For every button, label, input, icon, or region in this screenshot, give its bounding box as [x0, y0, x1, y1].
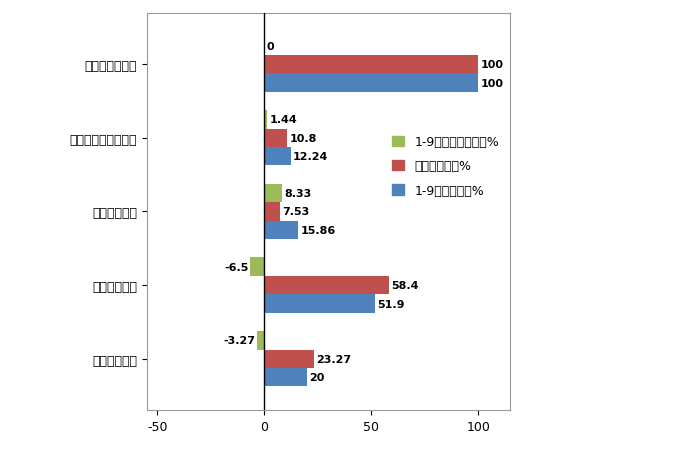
Bar — [264, 129, 287, 147]
Bar — [264, 111, 268, 129]
Bar — [264, 368, 307, 387]
Text: 7.53: 7.53 — [282, 207, 310, 217]
Text: 1.44: 1.44 — [270, 115, 297, 125]
Legend: 1-9月占比同比增减%, 去年同期占比%, 1-9月累计占比%: 1-9月占比同比增减%, 去年同期占比%, 1-9月累计占比% — [387, 131, 504, 202]
Bar — [264, 203, 280, 221]
Bar — [264, 276, 389, 295]
Text: 100: 100 — [480, 60, 503, 70]
Text: 8.33: 8.33 — [284, 189, 312, 198]
Text: 15.86: 15.86 — [301, 226, 336, 235]
Text: 10.8: 10.8 — [289, 133, 317, 143]
Text: -6.5: -6.5 — [224, 262, 248, 272]
Text: 23.27: 23.27 — [316, 354, 352, 364]
Text: 12.24: 12.24 — [293, 152, 328, 162]
Bar — [264, 184, 282, 203]
Bar — [264, 221, 298, 239]
Bar — [264, 295, 375, 313]
Bar — [264, 350, 314, 368]
Text: 0: 0 — [266, 41, 274, 51]
Bar — [250, 258, 264, 276]
Bar — [257, 331, 264, 350]
Bar — [264, 147, 291, 166]
Bar — [264, 74, 478, 92]
Text: -3.27: -3.27 — [223, 336, 255, 345]
Text: 58.4: 58.4 — [391, 281, 419, 290]
Text: 51.9: 51.9 — [377, 299, 405, 309]
Text: 20: 20 — [309, 373, 324, 382]
Text: 100: 100 — [480, 78, 503, 88]
Bar — [264, 56, 478, 74]
